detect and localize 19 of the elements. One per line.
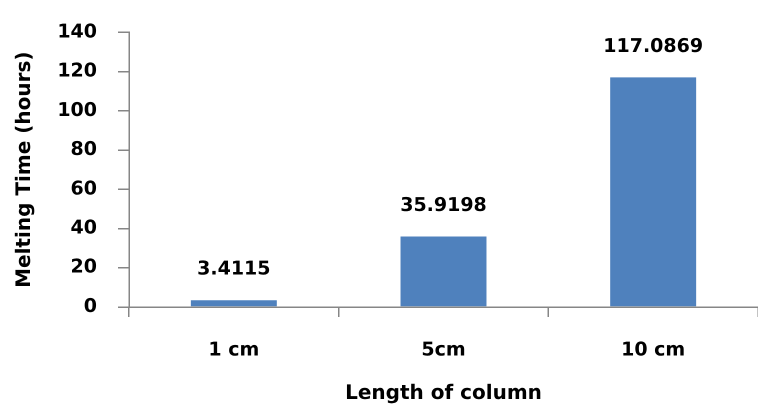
y-tick-label: 120 xyxy=(57,60,97,82)
x-tick-label: 5cm xyxy=(421,338,466,360)
y-tick-label: 140 xyxy=(57,20,97,42)
y-axis-title: Melting Time (hours) xyxy=(11,52,36,288)
y-tick-label: 100 xyxy=(57,98,97,121)
data-label: 117.0869 xyxy=(603,34,704,57)
y-tick-label: 20 xyxy=(70,256,97,278)
x-tick-label: 1 cm xyxy=(208,338,260,360)
bar xyxy=(400,236,486,306)
y-tick-label: 60 xyxy=(70,177,97,200)
data-label: 35.9198 xyxy=(400,194,487,216)
x-axis-title: Length of column xyxy=(345,380,542,404)
y-tick-label: 40 xyxy=(70,216,97,238)
x-tick-label: 10 cm xyxy=(621,338,686,360)
data-label: 3.4115 xyxy=(197,258,270,280)
bar xyxy=(610,77,696,306)
bar xyxy=(190,300,277,306)
y-tick-label: 0 xyxy=(84,294,97,317)
y-tick-label: 80 xyxy=(70,138,97,160)
